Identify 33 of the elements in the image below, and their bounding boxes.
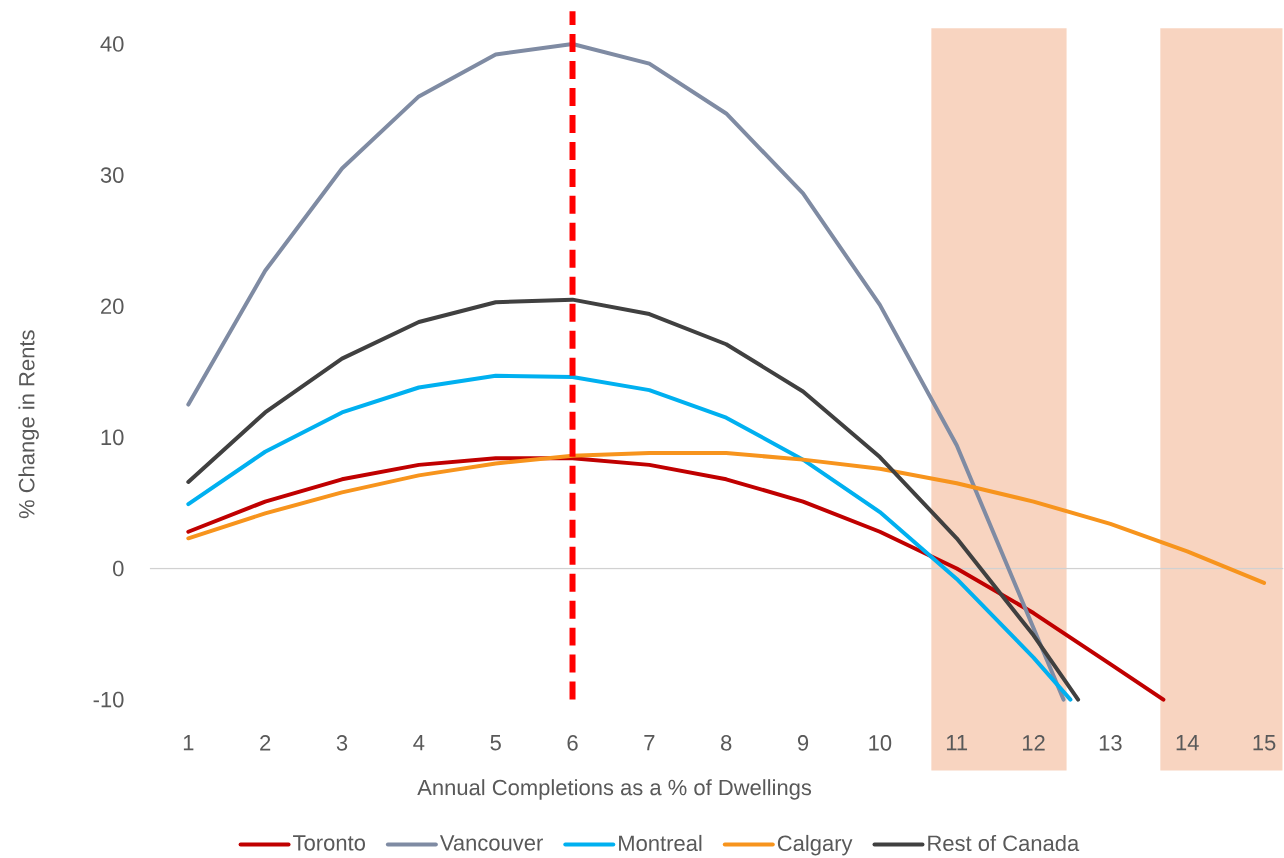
- x-tick-label: 3: [336, 735, 348, 751]
- y-tick-label: 30: [100, 167, 124, 183]
- x-tick-label: 12: [1022, 735, 1045, 751]
- y-axis-title: % Change in Rents: [18, 330, 39, 519]
- x-tick-label: 7: [644, 735, 655, 751]
- x-tick-label: 11: [946, 735, 968, 751]
- legend-label: Toronto: [293, 835, 365, 851]
- line-series: [186, 456, 1166, 702]
- x-tick-label: 9: [797, 735, 809, 751]
- y-tick-label: -10: [93, 691, 124, 708]
- legend-label: Vancouver: [439, 835, 543, 851]
- x-axis-title: Annual Completions as a % of Dwellings: [417, 779, 812, 800]
- y-tick-label: 20: [101, 298, 124, 314]
- x-tick-label: 1: [183, 735, 194, 751]
- x-tick-label: 15: [1253, 735, 1276, 751]
- legend-label: Rest of Canada: [928, 834, 1080, 851]
- legend-label: Montreal: [619, 834, 702, 851]
- legend-label: Calgary: [777, 834, 853, 856]
- x-tick-label: 14: [1176, 735, 1199, 751]
- x-tick-label: 10: [869, 735, 892, 751]
- x-tick-label: 4: [413, 735, 425, 751]
- line-series: [186, 41, 1066, 702]
- line-series: [186, 451, 1267, 585]
- line-series: [186, 373, 1073, 702]
- x-tick-label: 13: [1099, 735, 1122, 751]
- x-tick-label: 5: [490, 735, 501, 751]
- line-series: [186, 297, 1081, 702]
- x-tick-label: 6: [567, 735, 578, 751]
- y-tick-label: 40: [100, 36, 124, 52]
- y-tick-label: 0: [113, 560, 124, 577]
- x-tick-label: 2: [260, 735, 271, 751]
- x-tick-label: 8: [721, 735, 732, 751]
- y-tick-label: 10: [101, 429, 124, 446]
